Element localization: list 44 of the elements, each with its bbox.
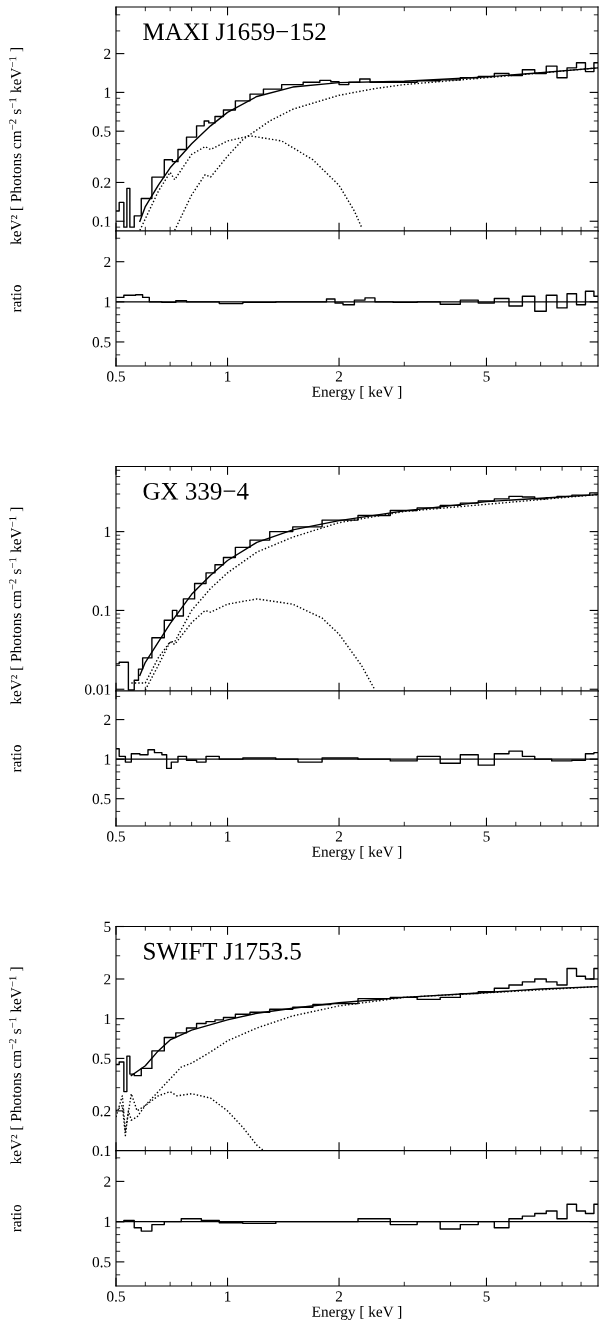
y-tick-label: 2 [104, 256, 111, 268]
x-axis-title: Energy [ keV ] [312, 386, 402, 400]
x-tick-label: 5 [483, 1291, 490, 1302]
x-tick-label: 2 [335, 1291, 343, 1302]
x-tick-label: 2 [335, 831, 343, 842]
y-tick-label: 0.2 [92, 1106, 111, 1117]
x-axis-title: Energy [ keV ] [312, 1306, 402, 1320]
y-tick-label: 0.01 [84, 684, 111, 695]
x-tick-label: 1 [225, 1291, 231, 1302]
x-tick-label: 5 [483, 831, 490, 842]
y-axis-title: ratio [11, 285, 22, 313]
y-tick-label: 1 [104, 526, 111, 537]
y-tick-label: 2 [104, 48, 111, 59]
y-tick-label: 2 [104, 974, 111, 985]
x-axis-title: Energy [ keV ] [312, 846, 402, 860]
y-axis-title: keV² [ Photons cm$^{−2}$ s$^{−1}$ keV$^{−1}$ ] [9, 507, 24, 705]
y-tick-label: 0.5 [92, 126, 111, 137]
y-axis-title: ratio [11, 1204, 22, 1232]
y-tick-label: 0.1 [92, 605, 111, 616]
y-tick-label: 1 [104, 87, 111, 98]
y-tick-label: 0.1 [92, 216, 111, 227]
y-axis-title: keV² [ Photons cm$^{−2}$ s$^{−1}$ keV$^{−1}$ ] [9, 48, 24, 245]
y-tick-label: 5 [104, 921, 111, 932]
x-tick-label: 5 [483, 371, 490, 382]
y-tick-label: 2 [104, 714, 111, 725]
y-tick-label: 2 [104, 1176, 111, 1187]
y-tick-label: 0.1 [92, 1145, 111, 1157]
x-tick-label: 1 [225, 831, 231, 842]
chart-title: GX 339−4 [143, 482, 249, 500]
y-tick-label: 0.5 [92, 1257, 111, 1268]
chart-title: MAXI J1659−152 [143, 23, 326, 41]
y-tick-label: 0.5 [92, 1053, 111, 1064]
y-tick-label: 0.2 [92, 177, 111, 188]
y-tick-label: 1 [104, 1216, 111, 1227]
x-tick-label: 2 [335, 371, 343, 382]
chart-title: SWIFT J1753.5 [144, 942, 301, 960]
x-tick-label: 1 [225, 371, 231, 382]
y-tick-label: 0.5 [92, 793, 111, 805]
y-tick-label: 0.5 [92, 337, 111, 348]
y-tick-label: 1 [104, 297, 111, 308]
y-axis-title: ratio [11, 745, 22, 773]
y-axis-title: keV² [ Photons cm$^{−2}$ s$^{−1}$ keV$^{−1}$ ] [9, 967, 24, 1165]
y-tick-label: 1 [104, 1013, 111, 1024]
y-tick-label: 1 [104, 754, 111, 765]
